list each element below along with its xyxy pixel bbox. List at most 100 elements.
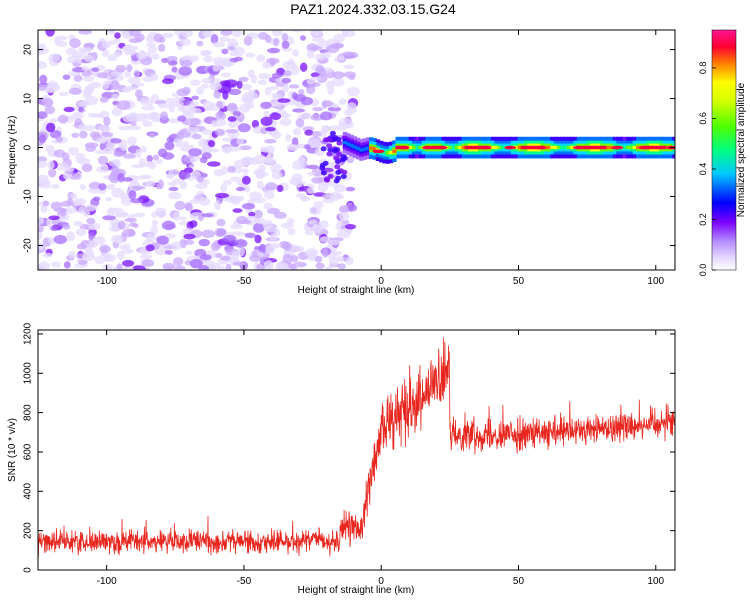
heatmap-noise-blob bbox=[221, 48, 229, 55]
heatmap-noise-blob bbox=[345, 186, 356, 192]
heatmap-noise-blob bbox=[66, 197, 74, 206]
heatmap-noise-blob bbox=[133, 70, 141, 78]
heatmap-noise-blob bbox=[345, 256, 354, 266]
heatmap-noise-blob bbox=[155, 183, 163, 190]
heatmap-noise-blob bbox=[48, 237, 56, 245]
heatmap-signal-cell bbox=[550, 145, 555, 150]
heatmap-noise-blob bbox=[271, 30, 283, 37]
heatmap-noise-blob bbox=[287, 228, 296, 236]
heatmap-noise-blob bbox=[117, 250, 125, 261]
heatmap-peak bbox=[504, 145, 517, 150]
heatmap-noise-blob bbox=[55, 162, 70, 171]
heatmap-peak bbox=[611, 145, 624, 150]
heatmap-signal-cell bbox=[474, 145, 479, 150]
heatmap-noise-blob bbox=[241, 219, 252, 225]
heatmap-noise-blob bbox=[72, 111, 84, 120]
heatmap-noise-blob bbox=[190, 157, 196, 163]
heatmap-noise-blob bbox=[338, 117, 353, 128]
heatmap-noise-blob bbox=[87, 188, 102, 194]
heatmap-noise-blob bbox=[244, 232, 256, 239]
heatmap-noise-blob bbox=[273, 37, 280, 47]
heatmap-signal-cell bbox=[655, 145, 661, 150]
spectrogram-frame bbox=[37, 29, 676, 271]
heatmap-noise-blob bbox=[345, 51, 359, 59]
heatmap-noise-blob bbox=[228, 88, 242, 96]
heatmap-noise-blob bbox=[344, 224, 357, 230]
heatmap-noise-blob bbox=[282, 60, 297, 70]
heatmap-noise-blob bbox=[322, 248, 328, 258]
heatmap-noise-blob bbox=[295, 177, 303, 188]
heatmap-noise-blob bbox=[38, 225, 44, 233]
heatmap-noise-blob bbox=[316, 73, 328, 84]
heatmap-noise-blob bbox=[220, 72, 231, 78]
heatmap-noise-blob bbox=[227, 165, 236, 173]
heatmap-transition-blob bbox=[340, 174, 347, 179]
heatmap-noise-blob bbox=[127, 76, 141, 85]
heatmap-noise-blob bbox=[340, 30, 352, 34]
heatmap-noise-blob bbox=[232, 110, 241, 117]
heatmap-peak bbox=[534, 145, 547, 150]
heatmap-transition-blob bbox=[341, 155, 348, 161]
heatmap-signal-cell bbox=[560, 145, 565, 150]
heatmap-noise-blob bbox=[143, 161, 154, 168]
heatmap-noise-blob bbox=[151, 211, 158, 218]
heatmap-noise-blob bbox=[306, 50, 315, 59]
heatmap-noise-blob bbox=[50, 225, 58, 232]
heatmap-noise-blob bbox=[312, 225, 323, 234]
heatmap-peak bbox=[435, 145, 448, 150]
heatmap-noise-blob bbox=[109, 173, 120, 184]
heatmap-noise-blob bbox=[149, 111, 159, 121]
heatmap-noise-blob bbox=[145, 180, 156, 188]
heatmap-peak bbox=[421, 145, 434, 150]
heatmap-noise-blob bbox=[174, 265, 186, 270]
spectrogram-x-tick-label: 100 bbox=[647, 276, 664, 287]
heatmap-noise-blob bbox=[68, 250, 76, 259]
heatmap-noise-blob bbox=[84, 204, 98, 212]
heatmap-noise-blob bbox=[315, 262, 325, 270]
heatmap-noise-blob bbox=[319, 236, 331, 243]
heatmap-noise-blob bbox=[243, 35, 253, 46]
heatmap-signal-cell bbox=[392, 149, 397, 153]
heatmap-noise-blob bbox=[101, 132, 114, 137]
heatmap-noise-blob bbox=[58, 91, 69, 97]
heatmap-noise-blob bbox=[227, 102, 237, 109]
heatmap-noise-blob bbox=[179, 59, 193, 68]
heatmap-noise-blob bbox=[233, 239, 248, 248]
colorbar-gradient bbox=[711, 29, 737, 271]
heatmap-noise-blob bbox=[115, 64, 127, 73]
heatmap-signal-cell bbox=[563, 145, 568, 150]
heatmap-noise-blob bbox=[124, 217, 137, 223]
heatmap-noise-blob bbox=[265, 34, 272, 44]
heatmap-noise-blob bbox=[129, 30, 141, 37]
spectrogram-y-tick-label: 20 bbox=[23, 44, 34, 56]
heatmap-noise-blob bbox=[283, 70, 292, 77]
heatmap-noise-blob bbox=[213, 169, 225, 177]
heatmap-noise-blob bbox=[309, 30, 323, 37]
heatmap-noise-blob bbox=[201, 77, 214, 84]
heatmap-noise-blob bbox=[151, 93, 159, 102]
heatmap-noise-blob bbox=[311, 131, 322, 137]
heatmap-noise-blob bbox=[276, 184, 284, 193]
heatmap-signal-cell bbox=[659, 145, 664, 150]
heatmap-noise-blob bbox=[302, 112, 312, 119]
heatmap-noise-blob bbox=[177, 115, 187, 122]
heatmap-noise-blob bbox=[320, 128, 328, 138]
heatmap-noise-blob bbox=[201, 229, 216, 238]
heatmap-noise-blob bbox=[231, 231, 245, 236]
heatmap-noise-blob bbox=[236, 80, 243, 90]
heatmap-noise-blob bbox=[306, 187, 315, 194]
heatmap-noise-blob bbox=[116, 100, 131, 111]
heatmap-signal-cell bbox=[471, 145, 476, 150]
heatmap-noise-blob bbox=[263, 202, 273, 210]
heatmap-signal-cell bbox=[596, 145, 601, 150]
heatmap-noise-blob bbox=[307, 250, 317, 260]
heatmap-noise-blob bbox=[108, 183, 116, 190]
heatmap-noise-blob bbox=[46, 218, 53, 228]
heatmap-noise-blob bbox=[49, 118, 59, 123]
chart-title: PAZ1.2024.332.03.15.G24 bbox=[290, 1, 456, 17]
heatmap-noise-blob bbox=[269, 86, 279, 91]
heatmap-noise-blob bbox=[111, 93, 119, 100]
heatmap-noise-blob bbox=[237, 195, 245, 202]
heatmap-noise-blob bbox=[214, 200, 221, 211]
